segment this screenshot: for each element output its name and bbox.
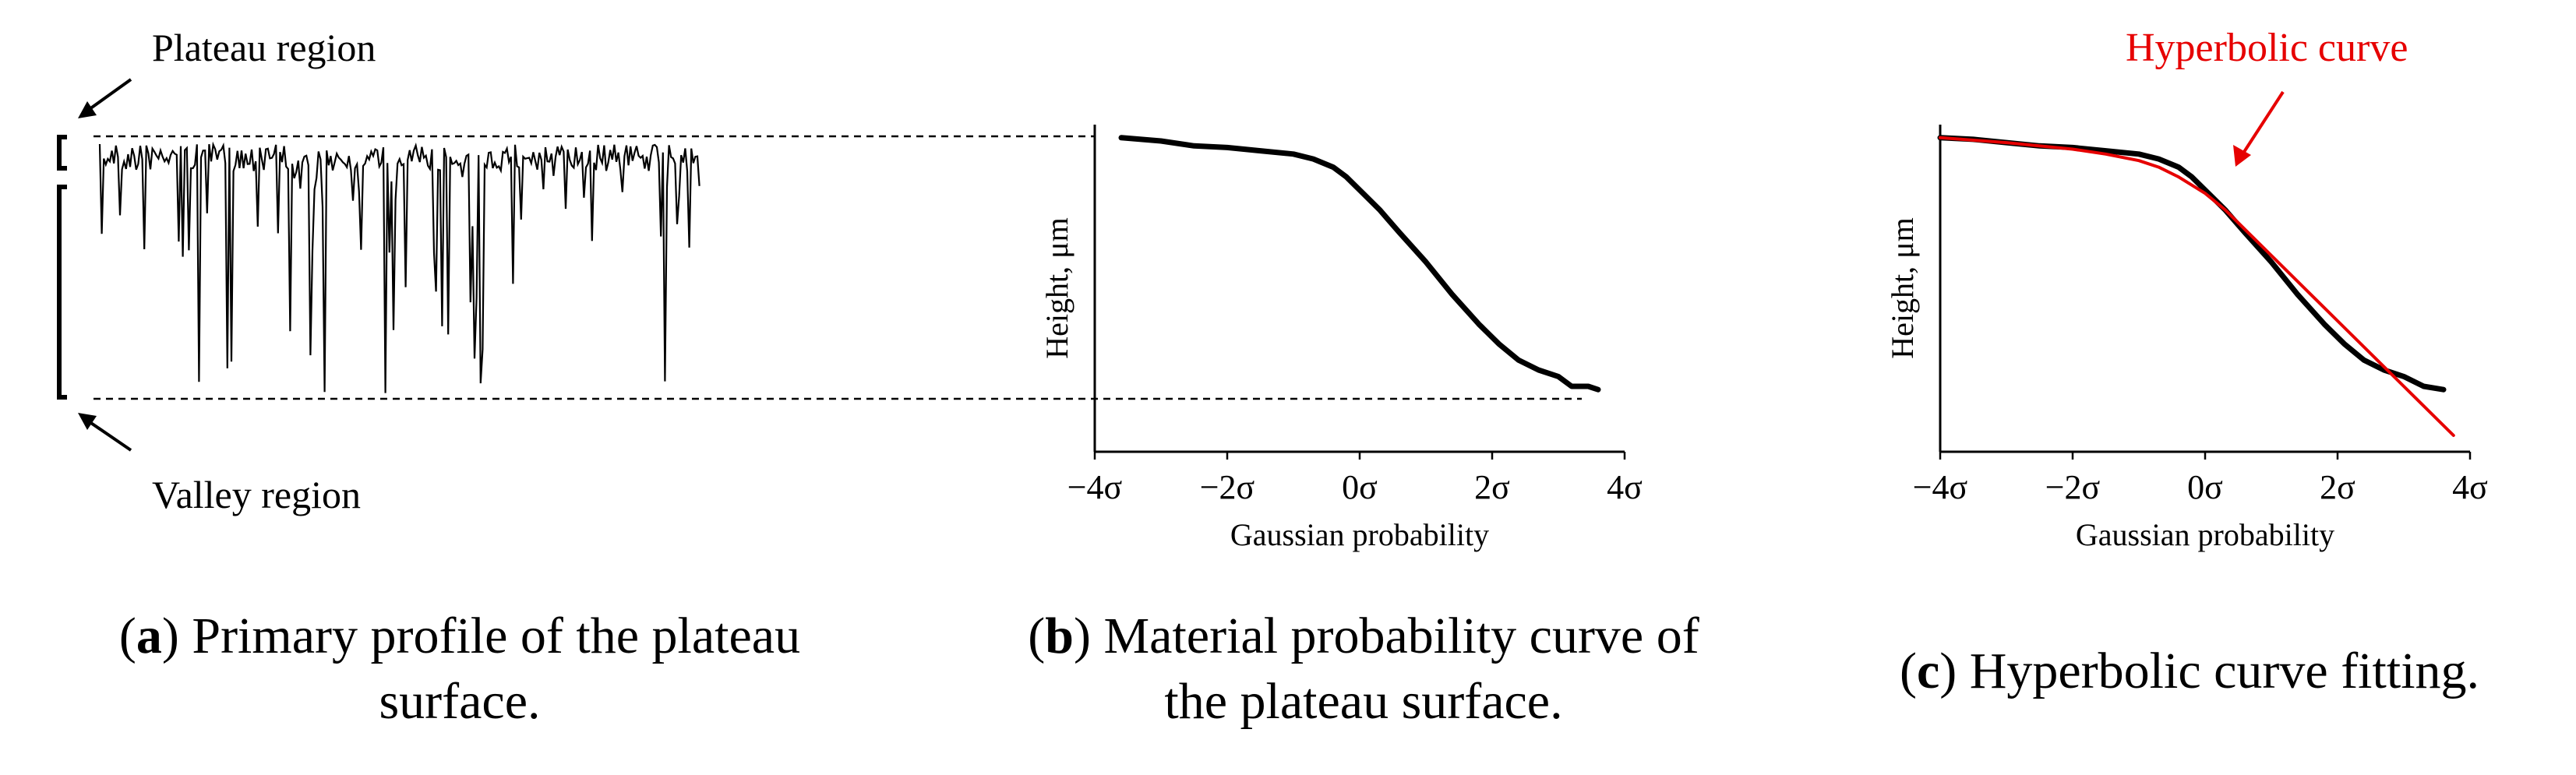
- caption-a: (a) Primary profile of the plateau surfa…: [16, 604, 904, 734]
- caption-b-line2: the plateau surface.: [1164, 673, 1563, 730]
- panel-c-chart: −4σ −2σ 0σ 2σ 4σ Gaussian probability Height, …: [1885, 125, 2488, 552]
- hyperbolic-curve-label: Hyperbolic curve: [2126, 26, 2408, 70]
- caption-c-line1: ) Hyperbolic curve fitting.: [1939, 643, 2480, 699]
- surface-profile-line: [98, 141, 700, 393]
- valley-arrow-icon: [78, 413, 132, 452]
- plateau-label: Plateau region: [152, 26, 376, 69]
- hyperbolic-arrow-icon: [2233, 90, 2285, 167]
- x-tick-label: −4σ: [1913, 468, 1968, 506]
- hyperbolic-fit-line: [1939, 136, 2455, 437]
- plateau-bracket: [57, 135, 67, 171]
- valley-bracket: [57, 185, 67, 400]
- x-tick-label: 0σ: [1342, 468, 1378, 506]
- caption-b: (b) Material probability curve of the pl…: [935, 604, 1792, 734]
- caption-c-letter: c: [1916, 643, 1940, 699]
- valley-label: Valley region: [152, 473, 361, 516]
- caption-c: (c) Hyperbolic curve fitting.: [1899, 643, 2480, 699]
- x-tick-label: −2σ: [2045, 468, 2101, 506]
- x-tick-label: −4σ: [1067, 468, 1123, 506]
- x-axis-label: Gaussian probability: [1230, 517, 1489, 552]
- caption-b-letter: b: [1045, 608, 1074, 664]
- y-axis-label: Height, μm: [1039, 217, 1075, 358]
- caption-b-line1: ) Material probability curve of: [1074, 608, 1699, 664]
- caption-a-line1: ) Primary profile of the plateau: [161, 608, 801, 664]
- plateau-arrow-icon: [78, 78, 132, 118]
- caption-a-line2: surface.: [379, 673, 541, 730]
- probability-curve-line: [1118, 135, 1601, 393]
- panel-b-chart: −4σ −2σ 0σ 2σ 4σ Gaussian probability Height, …: [1039, 125, 1643, 552]
- caption-a-letter: a: [136, 608, 162, 664]
- x-tick-label: −2σ: [1200, 468, 1255, 506]
- x-axis-label: Gaussian probability: [2076, 517, 2334, 552]
- x-tick-label: 4σ: [1607, 468, 1643, 506]
- x-tick-label: 2σ: [2320, 468, 2355, 506]
- panel-a: Plateau region Valley region: [57, 26, 700, 516]
- x-tick-label: 0σ: [2187, 468, 2223, 506]
- y-axis-label: Height, μm: [1885, 217, 1920, 358]
- x-tick-label: 2σ: [1474, 468, 1510, 506]
- x-tick-label: 4σ: [2452, 468, 2488, 506]
